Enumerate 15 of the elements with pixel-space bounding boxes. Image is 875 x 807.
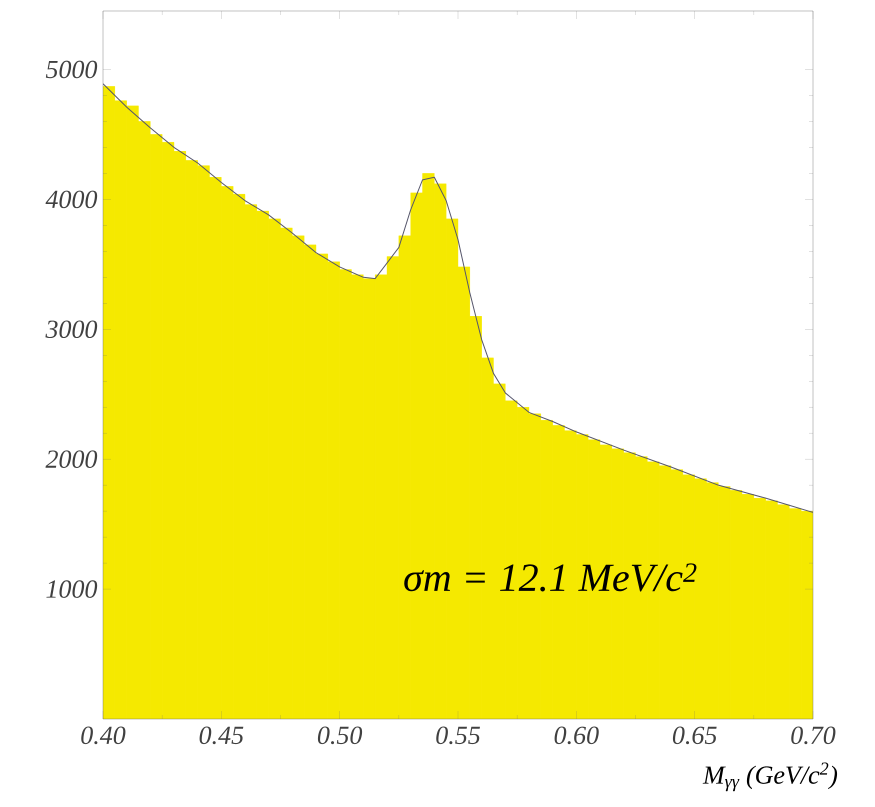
y-tick-label: 5000: [46, 60, 98, 78]
y-tick-label: 1000: [46, 580, 98, 598]
x-tick-label: 0.55: [436, 726, 480, 744]
x-tick-label: 0.50: [318, 726, 362, 744]
y-tick-label: 2000: [45, 450, 98, 468]
x-tick-label: 0.40: [81, 726, 126, 744]
line-series: [103, 83, 814, 513]
x-tick-label: 0.70: [791, 726, 836, 744]
annotation: σm = 12.1 MeV/c$^{2}$: [404, 563, 696, 592]
y-tick-label: 4000: [46, 190, 98, 208]
x-tick-label: 0.45: [200, 726, 244, 744]
x-tick-label: 0.60: [554, 726, 599, 744]
y-tick-label: 3000: [45, 320, 98, 338]
x-axis-title: M$_{γγ}$ (GeV/c$^{2}$): [702, 762, 838, 792]
x-tick-label: 0.65: [672, 726, 717, 744]
